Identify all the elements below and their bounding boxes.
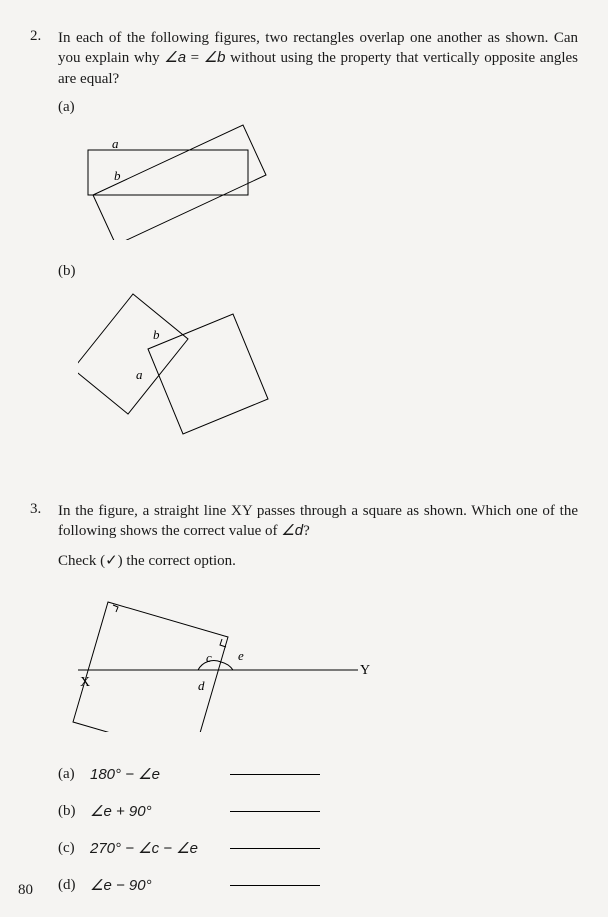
fig2a-label-b: b bbox=[114, 168, 121, 183]
fig2b-label-a: a bbox=[136, 367, 143, 382]
option-text: 180° − ∠e bbox=[90, 765, 230, 784]
option-label: (a) bbox=[58, 766, 90, 783]
problem-body: In each of the following figures, two re… bbox=[58, 28, 578, 477]
figure-2a: a b bbox=[78, 120, 578, 245]
option-b[interactable]: (b) ∠e + 90° bbox=[58, 802, 578, 821]
option-a[interactable]: (a) 180° − ∠e bbox=[58, 765, 578, 784]
problem-body: In the figure, a straight line XY passes… bbox=[58, 501, 578, 913]
check-text: Check (✓) the correct option. bbox=[58, 551, 578, 571]
answer-line bbox=[230, 847, 320, 849]
fig3-label-c: c bbox=[206, 650, 212, 665]
option-text: ∠e − 90° bbox=[90, 876, 230, 895]
figure-3: X Y c e d bbox=[58, 582, 578, 737]
problem-3: 3. In the figure, a straight line XY pas… bbox=[30, 501, 578, 913]
fig3-label-Y: Y bbox=[360, 663, 370, 678]
fig3-label-X: X bbox=[80, 675, 90, 690]
equals: = bbox=[186, 50, 204, 66]
page-number: 80 bbox=[18, 882, 33, 899]
part-a-label: (a) bbox=[58, 99, 578, 116]
angle-d: ∠d bbox=[281, 523, 303, 539]
problem-2: 2. In each of the following figures, two… bbox=[30, 28, 578, 477]
fig3-label-d: d bbox=[198, 678, 205, 693]
answer-line bbox=[230, 884, 320, 886]
option-label: (c) bbox=[58, 840, 90, 857]
answer-line bbox=[230, 773, 320, 775]
option-text: 270° − ∠c − ∠e bbox=[90, 839, 230, 858]
angle-a: ∠a bbox=[164, 50, 186, 66]
problem-text: In each of the following figures, two re… bbox=[58, 28, 578, 89]
answer-line bbox=[230, 810, 320, 812]
figure-2b: b a bbox=[78, 284, 578, 459]
problem-number: 3. bbox=[30, 501, 58, 913]
option-c[interactable]: (c) 270° − ∠c − ∠e bbox=[58, 839, 578, 858]
part-b-label: (b) bbox=[58, 263, 578, 280]
angle-b: ∠b bbox=[204, 50, 226, 66]
q3-text-post: ? bbox=[303, 523, 310, 539]
fig2b-label-b: b bbox=[153, 327, 160, 342]
problem-text: In the figure, a straight line XY passes… bbox=[58, 501, 578, 542]
fig2a-label-a: a bbox=[112, 136, 119, 151]
option-label: (b) bbox=[58, 803, 90, 820]
options: (a) 180° − ∠e (b) ∠e + 90° (c) 270° − ∠c… bbox=[58, 765, 578, 895]
option-d[interactable]: (d) ∠e − 90° bbox=[58, 876, 578, 895]
problem-number: 2. bbox=[30, 28, 58, 477]
option-text: ∠e + 90° bbox=[90, 802, 230, 821]
q3-text-pre: In the figure, a straight line XY passes… bbox=[58, 503, 578, 539]
option-label: (d) bbox=[58, 877, 90, 894]
fig3-label-e: e bbox=[238, 648, 244, 663]
